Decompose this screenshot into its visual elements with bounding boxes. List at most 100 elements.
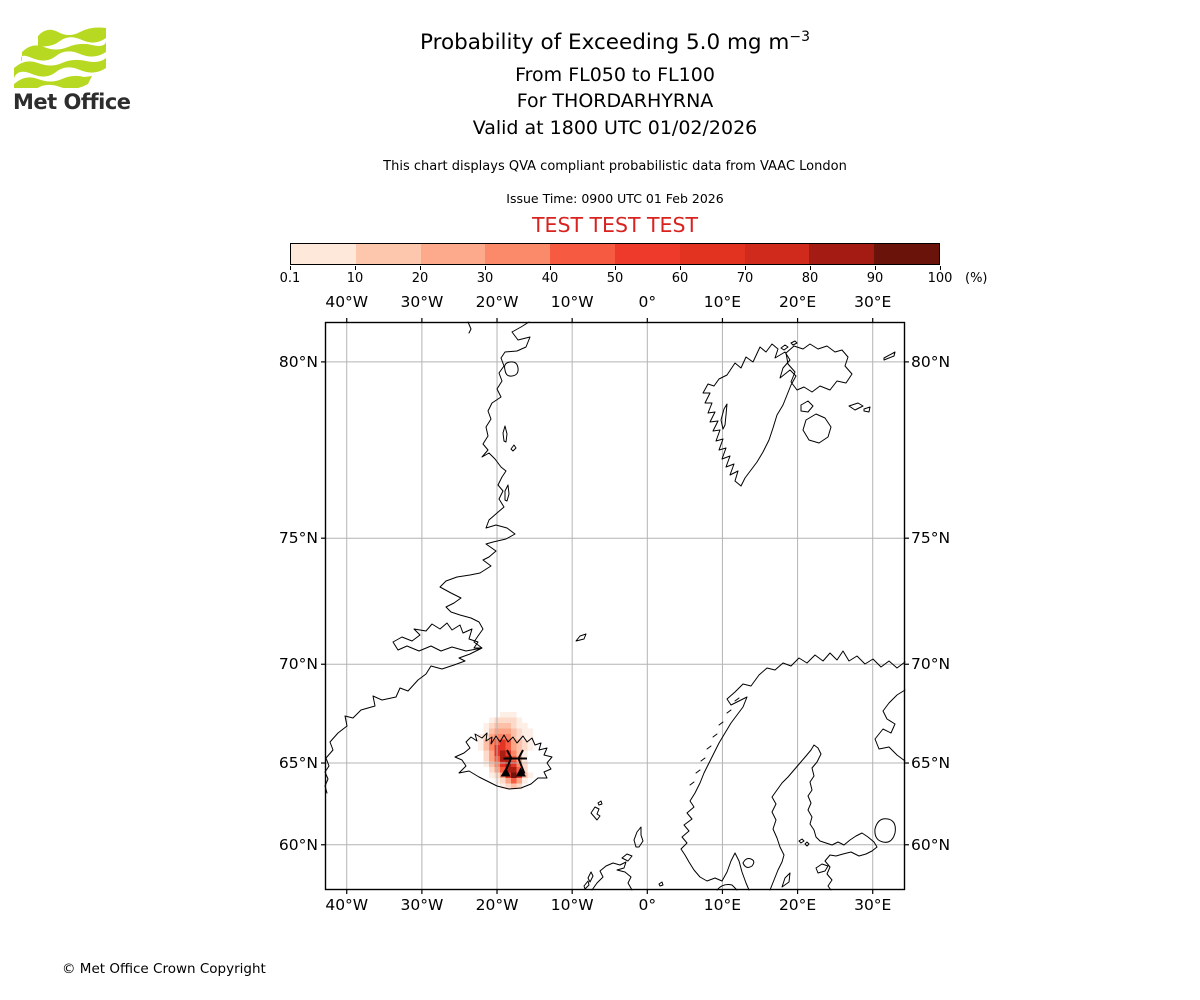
probability-cell — [478, 739, 484, 746]
probability-cell — [505, 767, 512, 773]
colorbar-tick-label: 90 — [866, 271, 884, 286]
probability-cell — [511, 734, 517, 740]
probability-cell — [522, 745, 528, 751]
probability-cell — [522, 734, 528, 740]
colorbar-segment — [291, 244, 356, 264]
probability-cell — [511, 717, 517, 724]
probability-cell — [500, 723, 506, 729]
probability-cell — [516, 750, 523, 757]
probability-cell — [516, 745, 523, 751]
colorbar-tick — [615, 266, 616, 270]
probability-cell — [505, 745, 512, 751]
colorbar-tick-label: 20 — [411, 271, 429, 286]
top-axis-label: 30°W — [400, 293, 444, 311]
colorbar-tick — [940, 266, 941, 270]
bottom-axis-label: 20°E — [778, 896, 817, 914]
coastline-iceland — [454, 732, 553, 790]
colorbar-tick — [420, 266, 421, 270]
top-axis-label: 40°W — [325, 293, 369, 311]
probability-cell — [500, 739, 506, 746]
top-axis-label: 20°E — [778, 293, 817, 311]
probability-cell — [516, 778, 523, 784]
colorbar-tick-label: 80 — [801, 271, 819, 286]
probability-cell — [483, 756, 490, 762]
colorbar-tick-label: 0.1 — [279, 271, 301, 286]
probability-cell — [489, 728, 495, 735]
probability-cell — [489, 717, 495, 724]
colorbar-tick-label: 30 — [476, 271, 494, 286]
bottom-axis-label: 40°W — [325, 896, 369, 914]
colorbar-tick-label: 70 — [736, 271, 754, 286]
probability-cell — [500, 783, 506, 790]
map-canvas — [321, 318, 909, 894]
issue-time: Issue Time: 0900 UTC 01 Feb 2026 — [506, 191, 724, 206]
probability-cell — [522, 778, 528, 784]
map-frame — [324, 321, 906, 891]
probability-colorbar — [290, 243, 940, 265]
probability-cell — [511, 745, 517, 751]
bottom-axis-label: 10°W — [550, 896, 594, 914]
probability-cell — [511, 772, 517, 779]
right-axis-label: 60°N — [911, 835, 951, 854]
probability-cell — [527, 772, 534, 779]
probability-cell — [522, 750, 528, 757]
coastline-spitsbergen — [702, 343, 797, 487]
colorbar-tick-label: 60 — [671, 271, 689, 286]
probability-cell — [489, 761, 495, 768]
colorbar-segment — [679, 244, 745, 264]
coastline-kola-white-sea — [874, 689, 906, 762]
probability-cell — [516, 767, 523, 773]
colorbar-segment — [744, 244, 810, 264]
colorbar-tick — [550, 266, 551, 270]
probability-cell — [478, 745, 484, 751]
probability-cell — [511, 712, 517, 718]
coastline-greenland-islands — [467, 321, 519, 502]
top-axis-label: 10°E — [703, 293, 742, 311]
probability-cell — [511, 767, 517, 773]
probability-cell — [500, 756, 506, 762]
colorbar-segment — [420, 244, 486, 264]
left-axis-label: 60°N — [278, 835, 318, 854]
probability-cell — [500, 778, 506, 784]
title-main: Probability of Exceeding 5.0 mg m — [419, 30, 790, 56]
probability-cell — [505, 783, 512, 790]
probability-cell — [527, 734, 534, 740]
colorbar-tick-label: 10 — [346, 271, 364, 286]
coastline-norway-skerries — [689, 697, 740, 786]
probability-cell — [500, 712, 506, 718]
bottom-axis-label: 30°W — [400, 896, 444, 914]
top-axis-label: 30°E — [854, 293, 892, 311]
bottom-axis-label: 30°E — [854, 896, 892, 914]
colorbar-tick-label: 100 — [927, 271, 953, 286]
colorbar-segment — [485, 244, 551, 264]
coastline-lakes-islands — [742, 818, 896, 888]
colorbar-tick — [810, 266, 811, 270]
colorbar-tick — [355, 266, 356, 270]
probability-cell — [511, 728, 517, 735]
probability-cell — [489, 756, 495, 762]
probability-cell — [483, 750, 490, 757]
probability-cell — [483, 739, 490, 746]
probability-cell — [489, 745, 495, 751]
test-banner: TEST TEST TEST — [531, 213, 699, 237]
probability-cell — [522, 761, 528, 768]
probability-cell — [500, 750, 506, 757]
left-axis-label: 80°N — [278, 352, 318, 371]
probability-cell — [516, 728, 523, 735]
right-axis-label: 70°N — [911, 655, 951, 674]
colorbar-tick — [745, 266, 746, 270]
probability-cell — [522, 767, 528, 773]
top-axis-label: 10°W — [550, 293, 594, 311]
probability-cell — [516, 761, 523, 768]
volcano-marker — [500, 749, 527, 777]
left-axis-label: 65°N — [278, 754, 318, 773]
probability-cell — [505, 734, 512, 740]
probability-cell — [505, 712, 512, 718]
met-office-logo — [14, 27, 106, 88]
subtitle-volcano: For THORDARHYRNA — [516, 90, 714, 112]
probability-cell — [522, 728, 528, 735]
probability-cell — [527, 745, 534, 751]
colorbar-tick-label: 50 — [606, 271, 624, 286]
colorbar-segment — [874, 244, 939, 264]
